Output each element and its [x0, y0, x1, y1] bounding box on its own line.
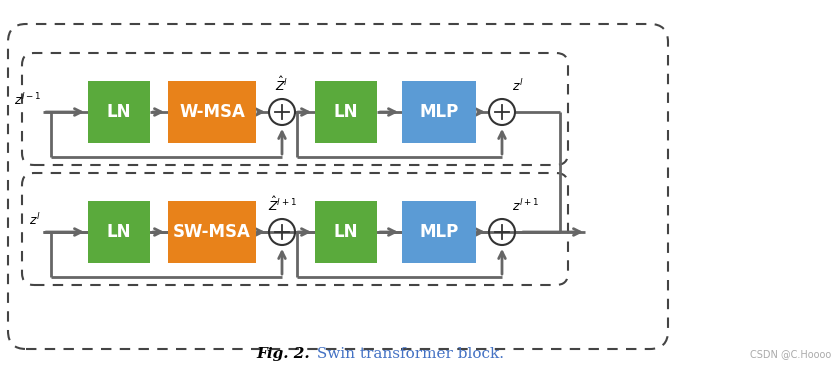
- FancyBboxPatch shape: [315, 201, 377, 263]
- Text: $z^{l-1}$: $z^{l-1}$: [14, 92, 41, 108]
- Text: MLP: MLP: [420, 223, 459, 241]
- Text: $z^{l+1}$: $z^{l+1}$: [512, 198, 539, 214]
- FancyBboxPatch shape: [88, 81, 150, 143]
- FancyBboxPatch shape: [168, 81, 256, 143]
- Text: MLP: MLP: [420, 103, 459, 121]
- FancyBboxPatch shape: [315, 81, 377, 143]
- FancyBboxPatch shape: [168, 201, 256, 263]
- Text: SW-MSA: SW-MSA: [173, 223, 251, 241]
- FancyBboxPatch shape: [88, 201, 150, 263]
- Text: $z^{l}$: $z^{l}$: [29, 212, 41, 228]
- FancyBboxPatch shape: [402, 201, 476, 263]
- Text: LN: LN: [107, 103, 131, 121]
- Text: Swin transformer block.: Swin transformer block.: [312, 347, 504, 361]
- Text: LN: LN: [334, 223, 359, 241]
- Text: $z^{l}$: $z^{l}$: [512, 78, 524, 94]
- Text: CSDN @C.Hoooo: CSDN @C.Hoooo: [750, 349, 831, 359]
- FancyBboxPatch shape: [402, 81, 476, 143]
- Text: LN: LN: [334, 103, 359, 121]
- Text: LN: LN: [107, 223, 131, 241]
- Text: $\hat{Z}^{l}$: $\hat{Z}^{l}$: [275, 76, 289, 94]
- Text: Fig. 2.: Fig. 2.: [256, 347, 310, 361]
- Text: W-MSA: W-MSA: [179, 103, 245, 121]
- Text: $\hat{Z}^{l+1}$: $\hat{Z}^{l+1}$: [268, 196, 296, 214]
